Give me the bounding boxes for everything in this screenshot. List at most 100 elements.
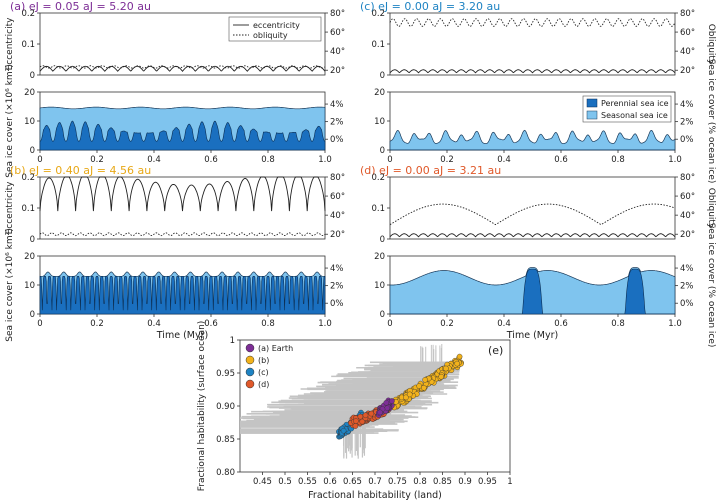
panel-c-ice-ytick-label: 20 — [374, 88, 385, 98]
panel-a-xtick-label: 0.8 — [261, 155, 275, 165]
panel-a-ytick-label: 0.2 — [21, 9, 35, 19]
panel-b-ytick-label: 0.2 — [21, 173, 35, 183]
panel-c-rtick-label: 60° — [680, 28, 695, 38]
panel-d-rtick-label: 20° — [680, 230, 695, 240]
panel-e-ytick-label: 0.80 — [216, 468, 235, 478]
panel-c-ice-rtick-label: 4% — [680, 100, 694, 110]
panel-a-xtick-label: 0 — [37, 155, 42, 165]
panel-e-point-d — [357, 413, 364, 420]
panel-e-point-b — [422, 376, 428, 383]
panel-c-ytick-label: 0.1 — [371, 40, 385, 50]
panel-c-xtick-label: 0.4 — [497, 155, 511, 165]
panel-e-point-c — [340, 427, 347, 434]
panel-d-xtick-label: 0.6 — [554, 319, 568, 329]
panel-c-ytick-label: 0 — [380, 71, 385, 81]
panel-b-xtick-label: 0.6 — [204, 319, 218, 329]
panel-c-ice-legend-perennial-swatch — [586, 98, 598, 108]
panel-e-point-earth — [384, 405, 391, 411]
panel-b-ice-rtick-label: 4% — [330, 264, 344, 274]
panel-b-rtick-label: 80° — [330, 173, 345, 183]
panel-b-xtick-label: 0.8 — [261, 319, 275, 329]
panel-b-ytick-label: 0.1 — [21, 204, 35, 214]
panel-d-xtick-label: 0.4 — [497, 319, 511, 329]
panel-a-ylabel: Eccentricity — [5, 17, 15, 71]
panel-a-rtick-label: 60° — [330, 28, 345, 38]
panel-a-ice-ylabel: Sea ice cover (×10⁶ km²) — [5, 64, 15, 177]
panel-c-ytick-label: 0.2 — [371, 9, 385, 19]
panel-c-ice-ylabel: Sea ice cover (% ocean ice) — [706, 59, 716, 184]
panel-d-perennial-area — [390, 268, 675, 315]
panel-c-ice-legend-perennial-label: Perennial sea ice — [601, 99, 669, 108]
panel-e-point-d — [353, 418, 359, 424]
panel-e-point-earth — [377, 409, 383, 416]
panel-d-xtick-label: 0 — [387, 319, 392, 329]
panel-e-point-earth — [383, 399, 390, 406]
panel-d-ytick-label: 0.2 — [371, 173, 385, 183]
panel-d-ice-rtick-label: 4% — [680, 264, 694, 274]
panel-e-legend-label: (a) Earth — [258, 344, 293, 353]
panel-c-rtick-label: 20° — [680, 66, 695, 76]
panel-a-ytick-label: 0 — [30, 71, 35, 81]
panel-a-rtick-label: 80° — [330, 9, 345, 19]
panel-b-xlabel: Time (Myr) — [156, 330, 208, 341]
panel-e-point-b — [438, 373, 445, 380]
panel-a-ice-rtick-label: 0% — [330, 135, 344, 145]
panel-c-ice-rtick-label: 0% — [680, 135, 694, 145]
panel-e-ytick-label: 0.95 — [216, 369, 235, 379]
panel-e-ytick-label: 0.85 — [216, 435, 235, 445]
panel-d-eccentricity-line — [389, 233, 676, 238]
panel-e-xtick-label: 0.65 — [343, 477, 362, 487]
panel-e-xtick-label: 0.8 — [413, 477, 427, 487]
panel-d-xlabel: Time (Myr) — [506, 330, 558, 341]
panel-c-xtick-label: 0.8 — [611, 155, 625, 165]
panel-b-xtick-label: 0.2 — [90, 319, 104, 329]
panel-e-label: (e) — [488, 344, 503, 357]
panel-a-ice-ytick-label: 0 — [30, 146, 35, 156]
panel-d-orbit-frame — [389, 176, 676, 240]
panel-b-ytick-label: 0 — [30, 235, 35, 245]
panel-d-xtick-label: 0.2 — [440, 319, 454, 329]
panel-b-xtick-label: 1.0 — [318, 319, 332, 329]
panel-c-ice-legend-seasonal-label: Seasonal sea ice — [601, 111, 668, 120]
panel-b-ice-ytick-label: 10 — [24, 281, 35, 291]
panel-d-ice-ytick-label: 0 — [380, 310, 385, 320]
panel-d-title: (d) eJ = 0.00 aJ = 3.21 au — [360, 164, 501, 177]
panel-a-xtick-label: 0.6 — [204, 155, 218, 165]
panel-e-xlabel: Fractional habitability (land) — [308, 490, 442, 501]
panel-e-legend-swatch — [245, 355, 255, 365]
panel-e-point-b — [420, 384, 427, 391]
panel-e-legend-label: (b) — [258, 356, 269, 365]
panel-b-xtick-label: 0.4 — [147, 319, 161, 329]
panel-c-obliquity-line — [389, 18, 676, 27]
panel-b-xtick-label: 0 — [37, 319, 42, 329]
panel-a-xtick-label: 1.0 — [318, 155, 332, 165]
panel-c-rtick-label: 40° — [680, 47, 695, 57]
panel-d-rtick-label: 60° — [680, 192, 695, 202]
panel-e-point-b — [406, 391, 413, 398]
panel-a-rtick-label: 20° — [330, 66, 345, 76]
panel-e-ylabel: Fractional habitability (surface ocean) — [197, 321, 207, 492]
panel-e-ytick-label: 1 — [230, 336, 235, 346]
panel-c-ice-legend-box — [582, 95, 672, 123]
panel-e-ytick-label: 0.90 — [216, 402, 235, 412]
panel-e-xtick-label: 1 — [507, 477, 512, 487]
panel-e-point-b — [403, 394, 409, 401]
panel-d-ice-ytick-label: 10 — [374, 281, 385, 291]
panel-b-ice-ytick-label: 0 — [30, 310, 35, 320]
panel-c-ice-ytick-label: 10 — [374, 117, 385, 127]
panel-a-xtick-label: 0.2 — [90, 155, 104, 165]
panel-e-point-earth — [389, 398, 395, 404]
panel-b-ice-ylabel: Sea ice cover (×10⁶ km²) — [5, 228, 15, 341]
panel-b-obliquity-line — [39, 232, 326, 237]
panel-e-point-d — [359, 418, 366, 425]
panel-c-xtick-label: 0.2 — [440, 155, 454, 165]
panel-c-xtick-label: 1.0 — [668, 155, 682, 165]
panel-c-ylabel: Obliquity — [706, 24, 716, 65]
panel-d-ice-rtick-label: 2% — [680, 282, 694, 292]
panel-e-xtick-label: 0.9 — [458, 477, 472, 487]
panel-e-xtick-label: 0.55 — [298, 477, 317, 487]
panel-e-point-b — [456, 353, 463, 360]
panel-c-xtick-label: 0 — [387, 155, 392, 165]
panel-d-ytick-label: 0.1 — [371, 204, 385, 214]
